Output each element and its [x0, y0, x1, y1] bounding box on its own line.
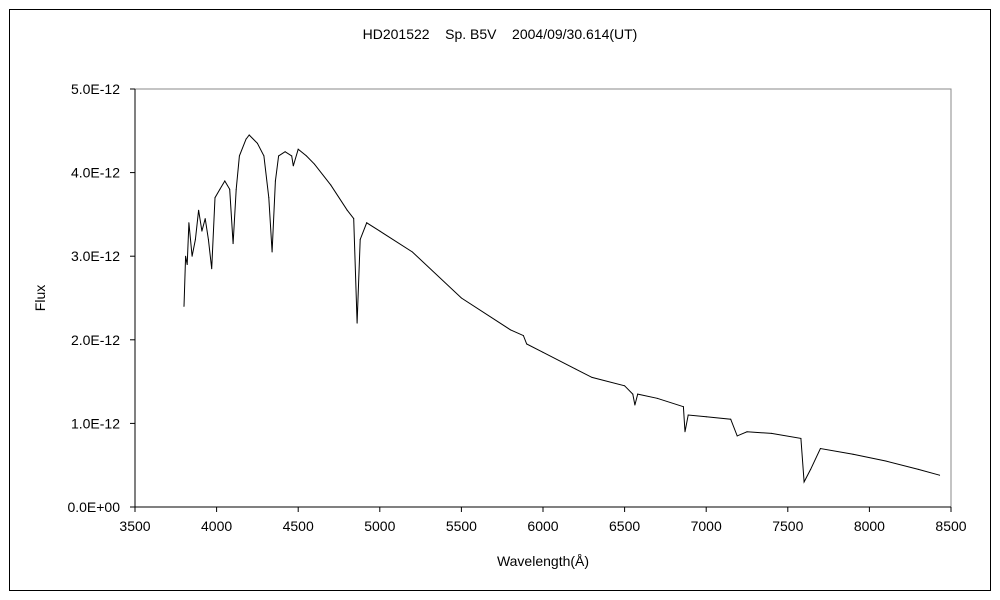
data-point	[591, 376, 593, 378]
data-point	[542, 351, 544, 353]
data-point	[460, 297, 462, 299]
data-point	[770, 432, 772, 434]
data-point	[188, 222, 190, 224]
data-point	[245, 138, 247, 140]
data-point	[191, 255, 193, 257]
chart-title: HD201522 Sp. B5V 2004/09/30.614(UT)	[363, 26, 638, 42]
data-point	[271, 251, 273, 253]
data-point	[238, 155, 240, 157]
data-point	[885, 460, 887, 462]
data-point	[803, 481, 805, 483]
x-tick-label: 4000	[201, 518, 232, 534]
data-point	[346, 209, 348, 211]
data-point	[305, 155, 307, 157]
data-point	[232, 243, 234, 245]
data-point	[183, 305, 185, 307]
data-point	[366, 222, 368, 224]
data-point	[292, 165, 294, 167]
data-point	[684, 431, 686, 433]
data-point	[800, 437, 802, 439]
data-point	[330, 184, 332, 186]
data-point	[248, 134, 250, 136]
data-point	[214, 197, 216, 199]
data-point	[194, 238, 196, 240]
data-point	[359, 238, 361, 240]
data-point	[411, 251, 413, 253]
data-point	[624, 385, 626, 387]
data-point	[201, 230, 203, 232]
data-point	[207, 238, 209, 240]
data-point	[224, 180, 226, 182]
data-point	[917, 468, 919, 470]
y-tick-label: 1.0E-12	[71, 415, 120, 431]
x-tick-label: 5000	[364, 518, 395, 534]
x-tick-label: 6500	[609, 518, 640, 534]
data-point	[632, 393, 634, 395]
data-point	[263, 155, 265, 157]
x-tick-label: 8500	[935, 518, 966, 534]
data-point	[268, 197, 270, 199]
x-tick-label: 4500	[283, 518, 314, 534]
data-point	[682, 406, 684, 408]
data-point	[810, 468, 812, 470]
data-point	[235, 188, 237, 190]
chart-frame	[9, 9, 991, 591]
data-point	[634, 404, 636, 406]
data-point	[656, 397, 658, 399]
y-tick-label: 2.0E-12	[71, 332, 120, 348]
data-point	[278, 155, 280, 157]
data-point	[204, 218, 206, 220]
data-point	[730, 418, 732, 420]
data-point	[522, 335, 524, 337]
data-point	[284, 151, 286, 153]
y-tick-label: 3.0E-12	[71, 248, 120, 264]
data-point	[211, 268, 213, 270]
y-axis-label: Flux	[32, 285, 48, 311]
data-point	[219, 188, 221, 190]
spectrum-line	[183, 134, 940, 484]
data-point	[746, 431, 748, 433]
x-tick-label: 3500	[119, 518, 150, 534]
data-point	[198, 209, 200, 211]
data-point	[256, 142, 258, 144]
data-point	[939, 474, 941, 476]
data-point	[705, 416, 707, 418]
plot-area	[134, 88, 952, 508]
data-point	[353, 218, 355, 220]
data-point	[637, 393, 639, 395]
data-point	[274, 180, 276, 182]
x-tick-label: 6000	[527, 518, 558, 534]
data-point	[314, 163, 316, 165]
data-point	[575, 368, 577, 370]
y-tick-label: 4.0E-12	[71, 165, 120, 181]
data-point	[819, 447, 821, 449]
data-point	[229, 188, 231, 190]
x-tick-label: 7500	[772, 518, 803, 534]
data-point	[852, 453, 854, 455]
data-point	[185, 255, 187, 257]
y-tick-label: 5.0E-12	[71, 81, 120, 97]
x-tick-label: 5500	[446, 518, 477, 534]
x-tick-label: 8000	[854, 518, 885, 534]
data-point	[297, 148, 299, 150]
data-point	[509, 329, 511, 331]
data-point	[687, 414, 689, 416]
x-axis-label: Wavelength(Å)	[497, 553, 589, 569]
data-point	[186, 264, 188, 266]
data-point	[379, 230, 381, 232]
x-tick-label: 7000	[691, 518, 722, 534]
data-point	[736, 435, 738, 437]
data-point	[526, 343, 528, 345]
data-point	[291, 155, 293, 157]
y-tick-label: 0.0E+00	[67, 499, 120, 515]
data-point	[356, 322, 358, 324]
